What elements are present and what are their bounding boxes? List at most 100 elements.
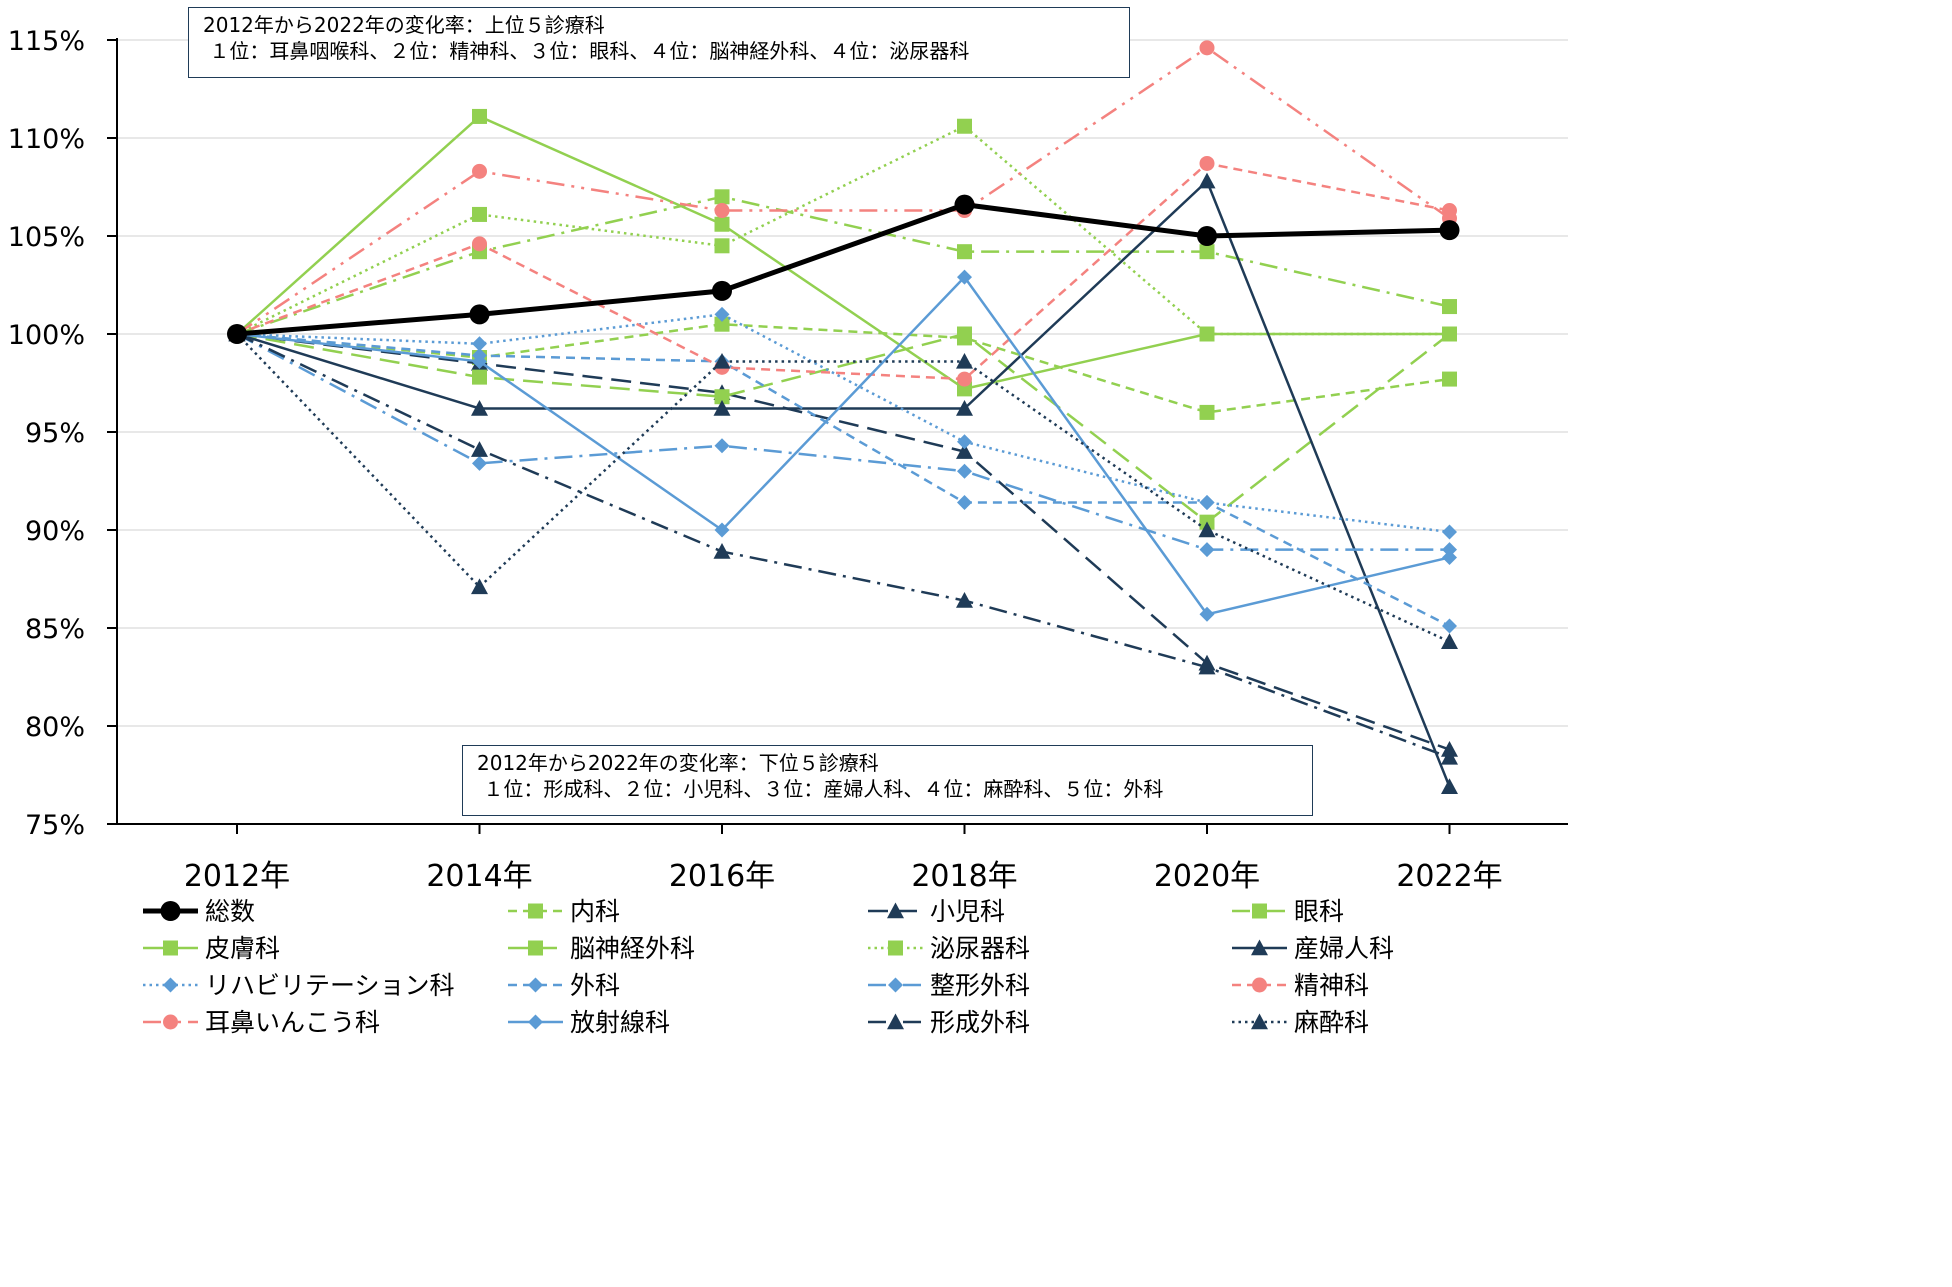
series-3-line <box>236 332 1450 751</box>
annotation-top-ranking: １位：耳鼻咽喉科、２位：精神科、３位：眼科、４位：脳神経外科、４位：泌尿器科 <box>203 39 970 63</box>
series-15-line <box>236 332 1450 759</box>
series-15-point <box>1441 748 1458 765</box>
series-14-point <box>1199 606 1215 622</box>
series-6-point <box>472 369 487 385</box>
series-14-point <box>957 269 972 285</box>
series-7-point <box>1199 326 1215 342</box>
x-tick-label: 2022年 <box>1396 859 1502 894</box>
series-11-point <box>472 455 487 471</box>
series-9-point <box>957 434 972 450</box>
series-12-point <box>472 236 487 252</box>
legend-series-8-marker <box>1251 939 1268 956</box>
legend-series-15-label: 形成外科 <box>930 1008 1030 1035</box>
legend-series-10-marker <box>528 977 543 993</box>
y-tick-label: 85% <box>25 614 85 645</box>
legend-series-14-label: 放射線科 <box>570 1008 670 1035</box>
legend-series-13-marker <box>163 1014 178 1030</box>
annotation-bottom-five: 2012年から2022年の変化率：下位５診療科 １位：形成科、２位：小児科、３位… <box>462 745 1313 816</box>
series-7-point <box>714 238 730 254</box>
series-1-point <box>954 194 975 215</box>
legend-series-6-label: 脳神経外科 <box>570 934 695 963</box>
legend-series-5-label: 皮膚科 <box>205 934 280 963</box>
legend-series-1-label: 総数 <box>205 897 255 926</box>
series-8-line <box>236 179 1451 788</box>
series-1-point <box>712 280 732 301</box>
series-10-line <box>236 332 1451 628</box>
series-1-point <box>1439 220 1460 241</box>
series-12-point <box>1199 155 1215 171</box>
series-14-line <box>236 275 1450 616</box>
legend-series-3-label: 小児科 <box>930 897 1005 926</box>
series-1-point <box>1197 226 1217 246</box>
series-1-line <box>236 202 1450 337</box>
series-16-point <box>1441 633 1458 649</box>
legend-series-2-label: 内科 <box>570 897 620 926</box>
x-tick-label: 2014年 <box>426 859 532 894</box>
series-14-point <box>1442 549 1457 565</box>
legend-series-1-marker <box>160 901 181 921</box>
series-16-point <box>713 352 731 369</box>
series-8-point <box>471 399 488 416</box>
series-2-point <box>714 316 730 332</box>
y-tick-label: 105% <box>8 222 85 253</box>
legend-series-13-label: 耳鼻いんこう科 <box>205 1008 380 1035</box>
y-tick-label: 110% <box>8 124 85 155</box>
y-tick-label: 75% <box>25 810 85 841</box>
legend-series-14-marker <box>528 1014 543 1030</box>
series-5-line <box>236 115 1450 391</box>
legend-series-7-marker <box>888 940 903 956</box>
series-14-point <box>714 522 730 538</box>
series-2-line <box>236 322 1450 414</box>
y-tick-label: 115% <box>8 26 85 57</box>
series-6-line <box>236 332 1451 524</box>
legend-series-12-label: 精神科 <box>1294 971 1369 1000</box>
series-16-point <box>956 352 973 369</box>
series-11-line <box>236 332 1450 551</box>
legend-series-8-label: 産婦人科 <box>1294 934 1394 963</box>
legend-series-16-label: 麻酔科 <box>1294 1008 1369 1035</box>
annotation-bottom-title: 2012年から2022年の変化率：下位５診療科 <box>477 751 879 775</box>
x-tick-label: 2020年 <box>1154 859 1260 894</box>
series-7-point <box>472 206 487 222</box>
annotation-top-title: 2012年から2022年の変化率：上位５診療科 <box>203 13 605 37</box>
series-3-point <box>956 443 973 459</box>
legend-series-3-marker <box>887 902 904 919</box>
series-8-point <box>1441 778 1458 794</box>
series-1-point <box>469 304 490 325</box>
legend-series-15-marker <box>887 1013 904 1030</box>
series-13-point <box>472 163 487 179</box>
y-tick-label: 100% <box>8 320 85 351</box>
series-2-point <box>1199 404 1215 420</box>
series-7-point <box>957 118 972 134</box>
series-14-point <box>472 353 487 369</box>
series-8-point <box>956 399 973 416</box>
series-11-point <box>957 463 972 479</box>
legend-series-6-marker <box>528 940 543 956</box>
legend-series-4-label: 眼科 <box>1294 897 1344 926</box>
series-4-point <box>714 189 730 205</box>
series-16-line <box>236 333 1451 643</box>
legend-series-16-marker <box>1251 1013 1268 1030</box>
legend-series-5-marker <box>163 940 178 956</box>
legend-series-11-label: 整形外科 <box>930 971 1030 1000</box>
legend-series-9-label: リハビリテーション科 <box>205 971 455 1000</box>
series-6-point <box>957 326 972 342</box>
series-8-point <box>1198 172 1216 189</box>
legend-series-4-marker <box>1252 903 1267 919</box>
series-6-point <box>714 389 730 405</box>
legend-series-9-marker <box>163 977 178 993</box>
series-7-line <box>236 124 1450 336</box>
series-15-point <box>471 441 488 457</box>
series-10-point <box>957 495 972 511</box>
series-16-point <box>1198 521 1216 538</box>
series-4-line <box>236 195 1450 336</box>
series-10-point <box>1199 495 1215 511</box>
legend-series-7-label: 泌尿器科 <box>930 934 1030 963</box>
legend-series-11-marker <box>888 977 903 993</box>
series-16-point <box>471 578 488 595</box>
series-10-point <box>1442 618 1457 634</box>
series-4-point <box>1442 299 1457 315</box>
series-9-point <box>472 336 487 352</box>
line-chart: 75% 80% 85% 90% 95% 100% 105% 110% 115% 2012年 2014… <box>8 26 1568 1035</box>
series-1-point <box>227 324 247 344</box>
